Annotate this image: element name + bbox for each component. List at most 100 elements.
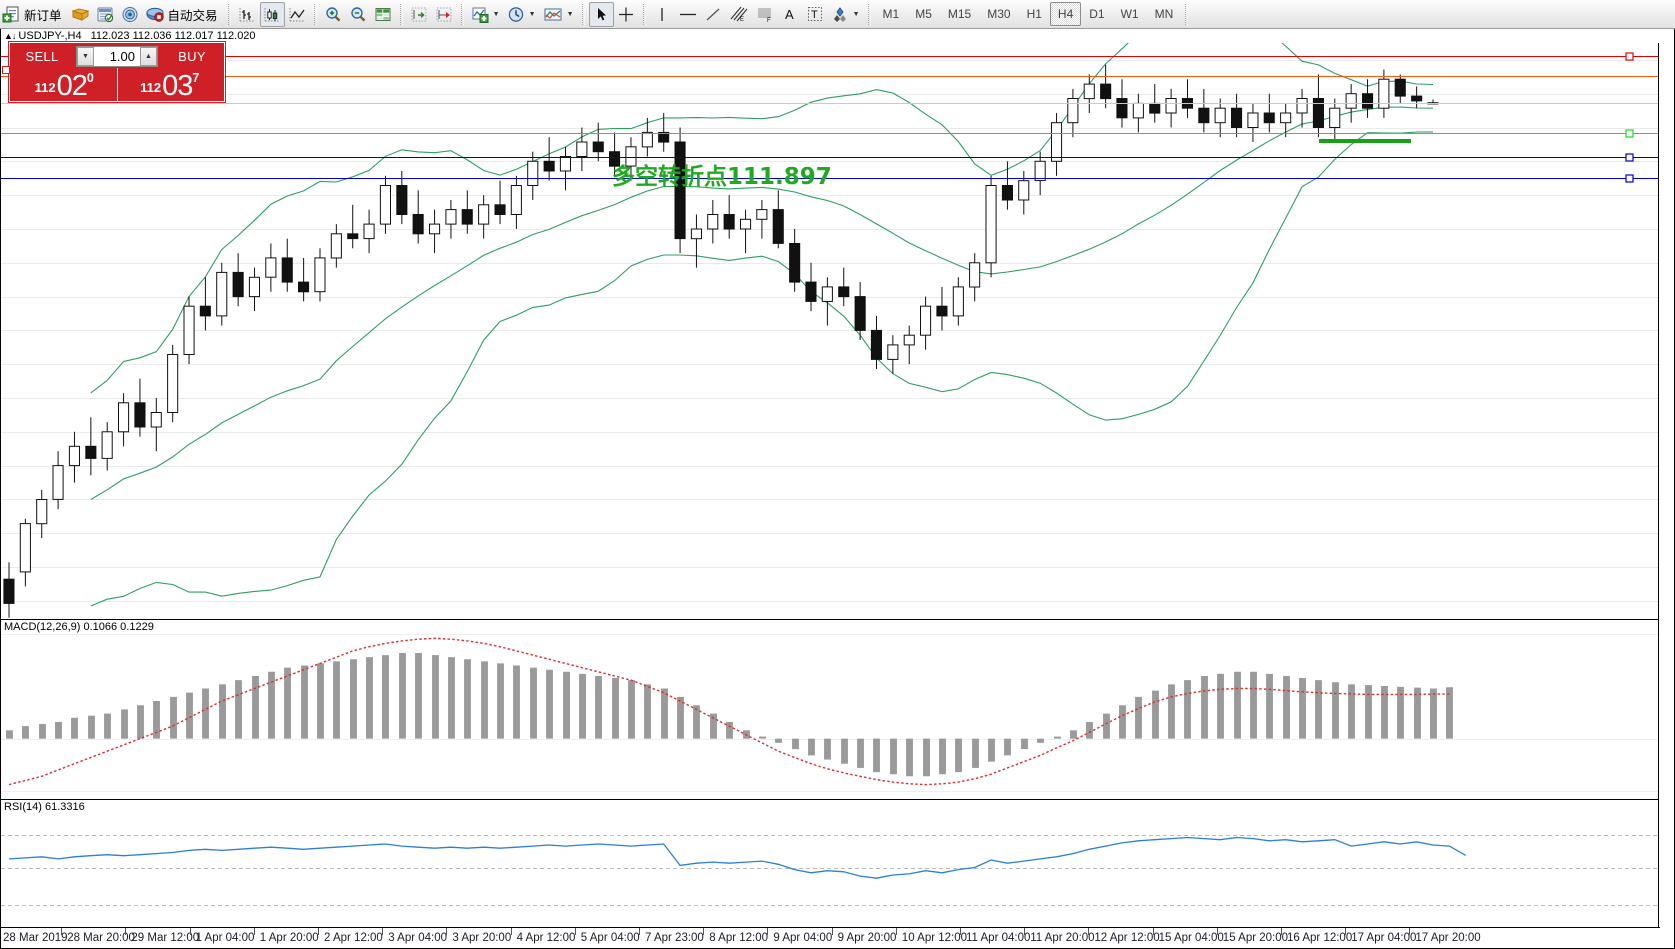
equidistant-channel-icon: E: [729, 5, 749, 23]
oct-top-row: SELL ▼ 1.00 ▲ BUY: [10, 43, 224, 68]
symbol-info-bar: ▲↓ USDJPY-,H4 112.023 112.036 112.017 11…: [1, 29, 1674, 43]
chart-shift-button[interactable]: [432, 2, 457, 27]
timeframe-w1[interactable]: W1: [1120, 7, 1139, 21]
templates-button[interactable]: ▼: [540, 2, 578, 27]
volume-increase-icon[interactable]: ▲: [140, 47, 157, 66]
new-order-icon: [2, 5, 21, 23]
profiles-icon: [70, 6, 90, 23]
oct-price-row: 112 02 0 112 03 7: [10, 68, 224, 102]
volume-stepper[interactable]: ▼ 1.00 ▲: [76, 46, 158, 67]
time-axis[interactable]: 28 Mar 2019 28 Mar 20:00 29 Mar 12:00 1 Apr…: [1, 927, 1660, 948]
time-axis-label: 4 Apr 12:00: [516, 932, 576, 944]
macd-pane[interactable]: MACD(12,26,9) 0.1066 0.1229: [1, 619, 1660, 799]
timeframe-m1[interactable]: M1: [882, 7, 900, 21]
macd-chart-canvas: [1, 634, 1660, 792]
chevron-down-icon[interactable]: ▼: [492, 10, 500, 18]
timeframe-m15[interactable]: M15: [947, 7, 972, 21]
rsi-pane[interactable]: RSI(14) 61.3316: [1, 799, 1660, 927]
equidistant-channel-button[interactable]: E: [726, 2, 752, 27]
timeframe-mn[interactable]: MN: [1154, 7, 1174, 21]
buy-price-point: 7: [192, 71, 200, 85]
zoom-out-button[interactable]: [346, 2, 371, 27]
zoom-in-button[interactable]: [321, 2, 346, 27]
price-axis[interactable]: 112.200112.060112.020111.920111.780111.6…: [1658, 43, 1675, 927]
sell-label[interactable]: SELL: [25, 49, 59, 64]
time-axis-label: 8 Apr 12:00: [709, 932, 769, 944]
rsi-chart-canvas: [1, 835, 1660, 906]
navigator-button[interactable]: [118, 2, 143, 27]
price-pane[interactable]: 多空转折点111.897: [1, 43, 1660, 619]
text-button[interactable]: A: [778, 2, 803, 27]
svg-text:T: T: [811, 9, 818, 21]
data-window-button[interactable]: [371, 2, 396, 27]
zoom-out-icon: [349, 6, 367, 23]
auto-scroll-icon: [410, 6, 428, 23]
time-axis-label: 2 Apr 12:00: [324, 932, 383, 944]
time-axis-label: 5 Apr 04:00: [580, 932, 640, 944]
pivot-annotation: 多空转折点111.897: [612, 164, 832, 190]
time-axis-label: 3 Apr 20:00: [452, 932, 512, 944]
fibonacci-button[interactable]: F: [752, 2, 778, 27]
new-order-label: 新订单: [24, 8, 62, 23]
toolbar-separator: [313, 3, 317, 25]
time-axis-tick: [61, 928, 63, 935]
chevron-down-icon[interactable]: ▼: [566, 10, 574, 18]
period-icon: [507, 6, 525, 23]
sell-button[interactable]: 112 02 0: [12, 68, 117, 102]
profiles-button[interactable]: [68, 2, 93, 27]
buy-price-prefix: 112: [140, 80, 162, 95]
crosshair-button[interactable]: [614, 2, 639, 27]
text-label-button[interactable]: T: [803, 2, 828, 27]
trend-marker: [1319, 139, 1411, 143]
symbol-name: USDJPY-,H4: [18, 30, 82, 42]
chevron-down-icon[interactable]: ▼: [852, 10, 860, 18]
chart-window[interactable]: ▲↓ USDJPY-,H4 112.023 112.036 112.017 11…: [0, 29, 1675, 949]
trendline-button[interactable]: [701, 2, 726, 27]
time-axis-tick: [831, 928, 833, 935]
time-axis-tick: [703, 928, 705, 935]
svg-text:A: A: [785, 7, 794, 22]
candlestick-chart-button[interactable]: [259, 1, 285, 27]
period-button[interactable]: ▼: [504, 2, 540, 27]
oct-anchor-point[interactable]: [2, 66, 10, 74]
time-axis-label: 15 Apr 04:00: [1158, 932, 1224, 944]
autotrading-button[interactable]: 自动交易: [143, 2, 224, 27]
toolbar-separator: [227, 3, 231, 25]
buy-price-main: 03: [162, 70, 193, 102]
volume-decrease-icon[interactable]: ▼: [77, 47, 94, 66]
symbol-ohlc: 112.023 112.036 112.017 112.020: [90, 30, 256, 42]
shapes-button[interactable]: ▼: [828, 2, 864, 27]
horizontal-line-icon: [678, 6, 698, 23]
time-axis-tick: [318, 928, 319, 935]
time-axis-tick: [1088, 928, 1090, 935]
timeframe-h1[interactable]: H1: [1026, 7, 1042, 21]
timeframe-d1[interactable]: D1: [1089, 7, 1105, 21]
market-watch-button[interactable]: [93, 2, 118, 27]
time-axis-label: 11 Apr 20:00: [1030, 932, 1095, 944]
line-chart-button[interactable]: [285, 2, 310, 27]
vertical-line-icon: [655, 6, 669, 23]
timeframe-m30[interactable]: M30: [987, 7, 1011, 21]
time-axis-label: 28 Mar 2019: [3, 932, 68, 944]
cursor-button[interactable]: [588, 1, 614, 27]
toolbar-separator: [1185, 3, 1189, 25]
volume-value[interactable]: 1.00: [109, 49, 135, 64]
buy-button[interactable]: 112 03 7: [116, 68, 223, 102]
time-axis-tick: [189, 928, 191, 935]
new-order-button[interactable]: 新订单: [0, 2, 68, 27]
auto-scroll-button[interactable]: [407, 2, 432, 27]
time-axis-label: 12 Apr 12:00: [1094, 932, 1160, 944]
one-click-trading-panel[interactable]: SELL ▼ 1.00 ▲ BUY 112 02 0 112 03 7: [9, 42, 225, 102]
timeframe-m5[interactable]: M5: [915, 7, 932, 21]
time-axis-tick: [1345, 928, 1347, 935]
horizontal-line-button[interactable]: [675, 2, 701, 27]
time-axis-tick: [1409, 928, 1411, 935]
buy-label[interactable]: BUY: [178, 49, 206, 64]
bar-chart-button[interactable]: [235, 2, 260, 27]
timeframe-h4[interactable]: H4: [1049, 2, 1082, 26]
vertical-line-button[interactable]: [650, 2, 675, 27]
toolbar-separator: [581, 3, 585, 25]
toolbar-separator: [399, 3, 403, 25]
chevron-down-icon[interactable]: ▼: [528, 10, 536, 18]
indicators-button[interactable]: ▼: [468, 2, 504, 27]
